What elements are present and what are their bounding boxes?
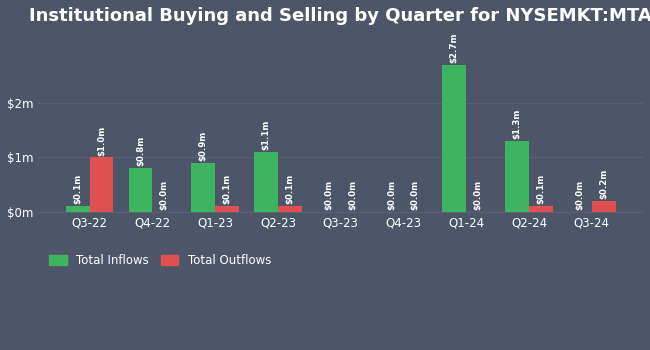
Bar — [505, 141, 529, 211]
Text: $0.0m: $0.0m — [474, 180, 482, 210]
Bar — [90, 157, 114, 211]
Text: $0.9m: $0.9m — [199, 131, 208, 161]
Legend: Total Inflows, Total Outflows: Total Inflows, Total Outflows — [44, 249, 276, 272]
Text: $1.1m: $1.1m — [261, 120, 270, 150]
Text: $0.1m: $0.1m — [285, 174, 294, 204]
Bar — [592, 201, 616, 211]
Text: $2.7m: $2.7m — [450, 33, 459, 63]
Text: $0.0m: $0.0m — [387, 180, 396, 210]
Text: $0.1m: $0.1m — [536, 174, 545, 204]
Bar — [529, 206, 552, 211]
Text: $0.0m: $0.0m — [160, 180, 169, 210]
Bar — [254, 152, 278, 211]
Text: $1.0m: $1.0m — [97, 125, 106, 155]
Bar — [278, 206, 302, 211]
Bar — [215, 206, 239, 211]
Bar — [66, 206, 90, 211]
Text: $0.2m: $0.2m — [599, 169, 608, 199]
Text: $0.0m: $0.0m — [348, 180, 357, 210]
Text: $0.0m: $0.0m — [575, 180, 584, 210]
Bar — [191, 163, 215, 211]
Text: $0.8m: $0.8m — [136, 136, 145, 167]
Title: Institutional Buying and Selling by Quarter for NYSEMKT:MTA: Institutional Buying and Selling by Quar… — [29, 7, 650, 25]
Bar — [443, 65, 466, 211]
Text: $0.0m: $0.0m — [411, 180, 420, 210]
Text: $1.3m: $1.3m — [513, 109, 521, 139]
Bar — [129, 168, 152, 211]
Text: $0.1m: $0.1m — [73, 174, 82, 204]
Text: $0.1m: $0.1m — [222, 174, 231, 204]
Text: $0.0m: $0.0m — [324, 180, 333, 210]
